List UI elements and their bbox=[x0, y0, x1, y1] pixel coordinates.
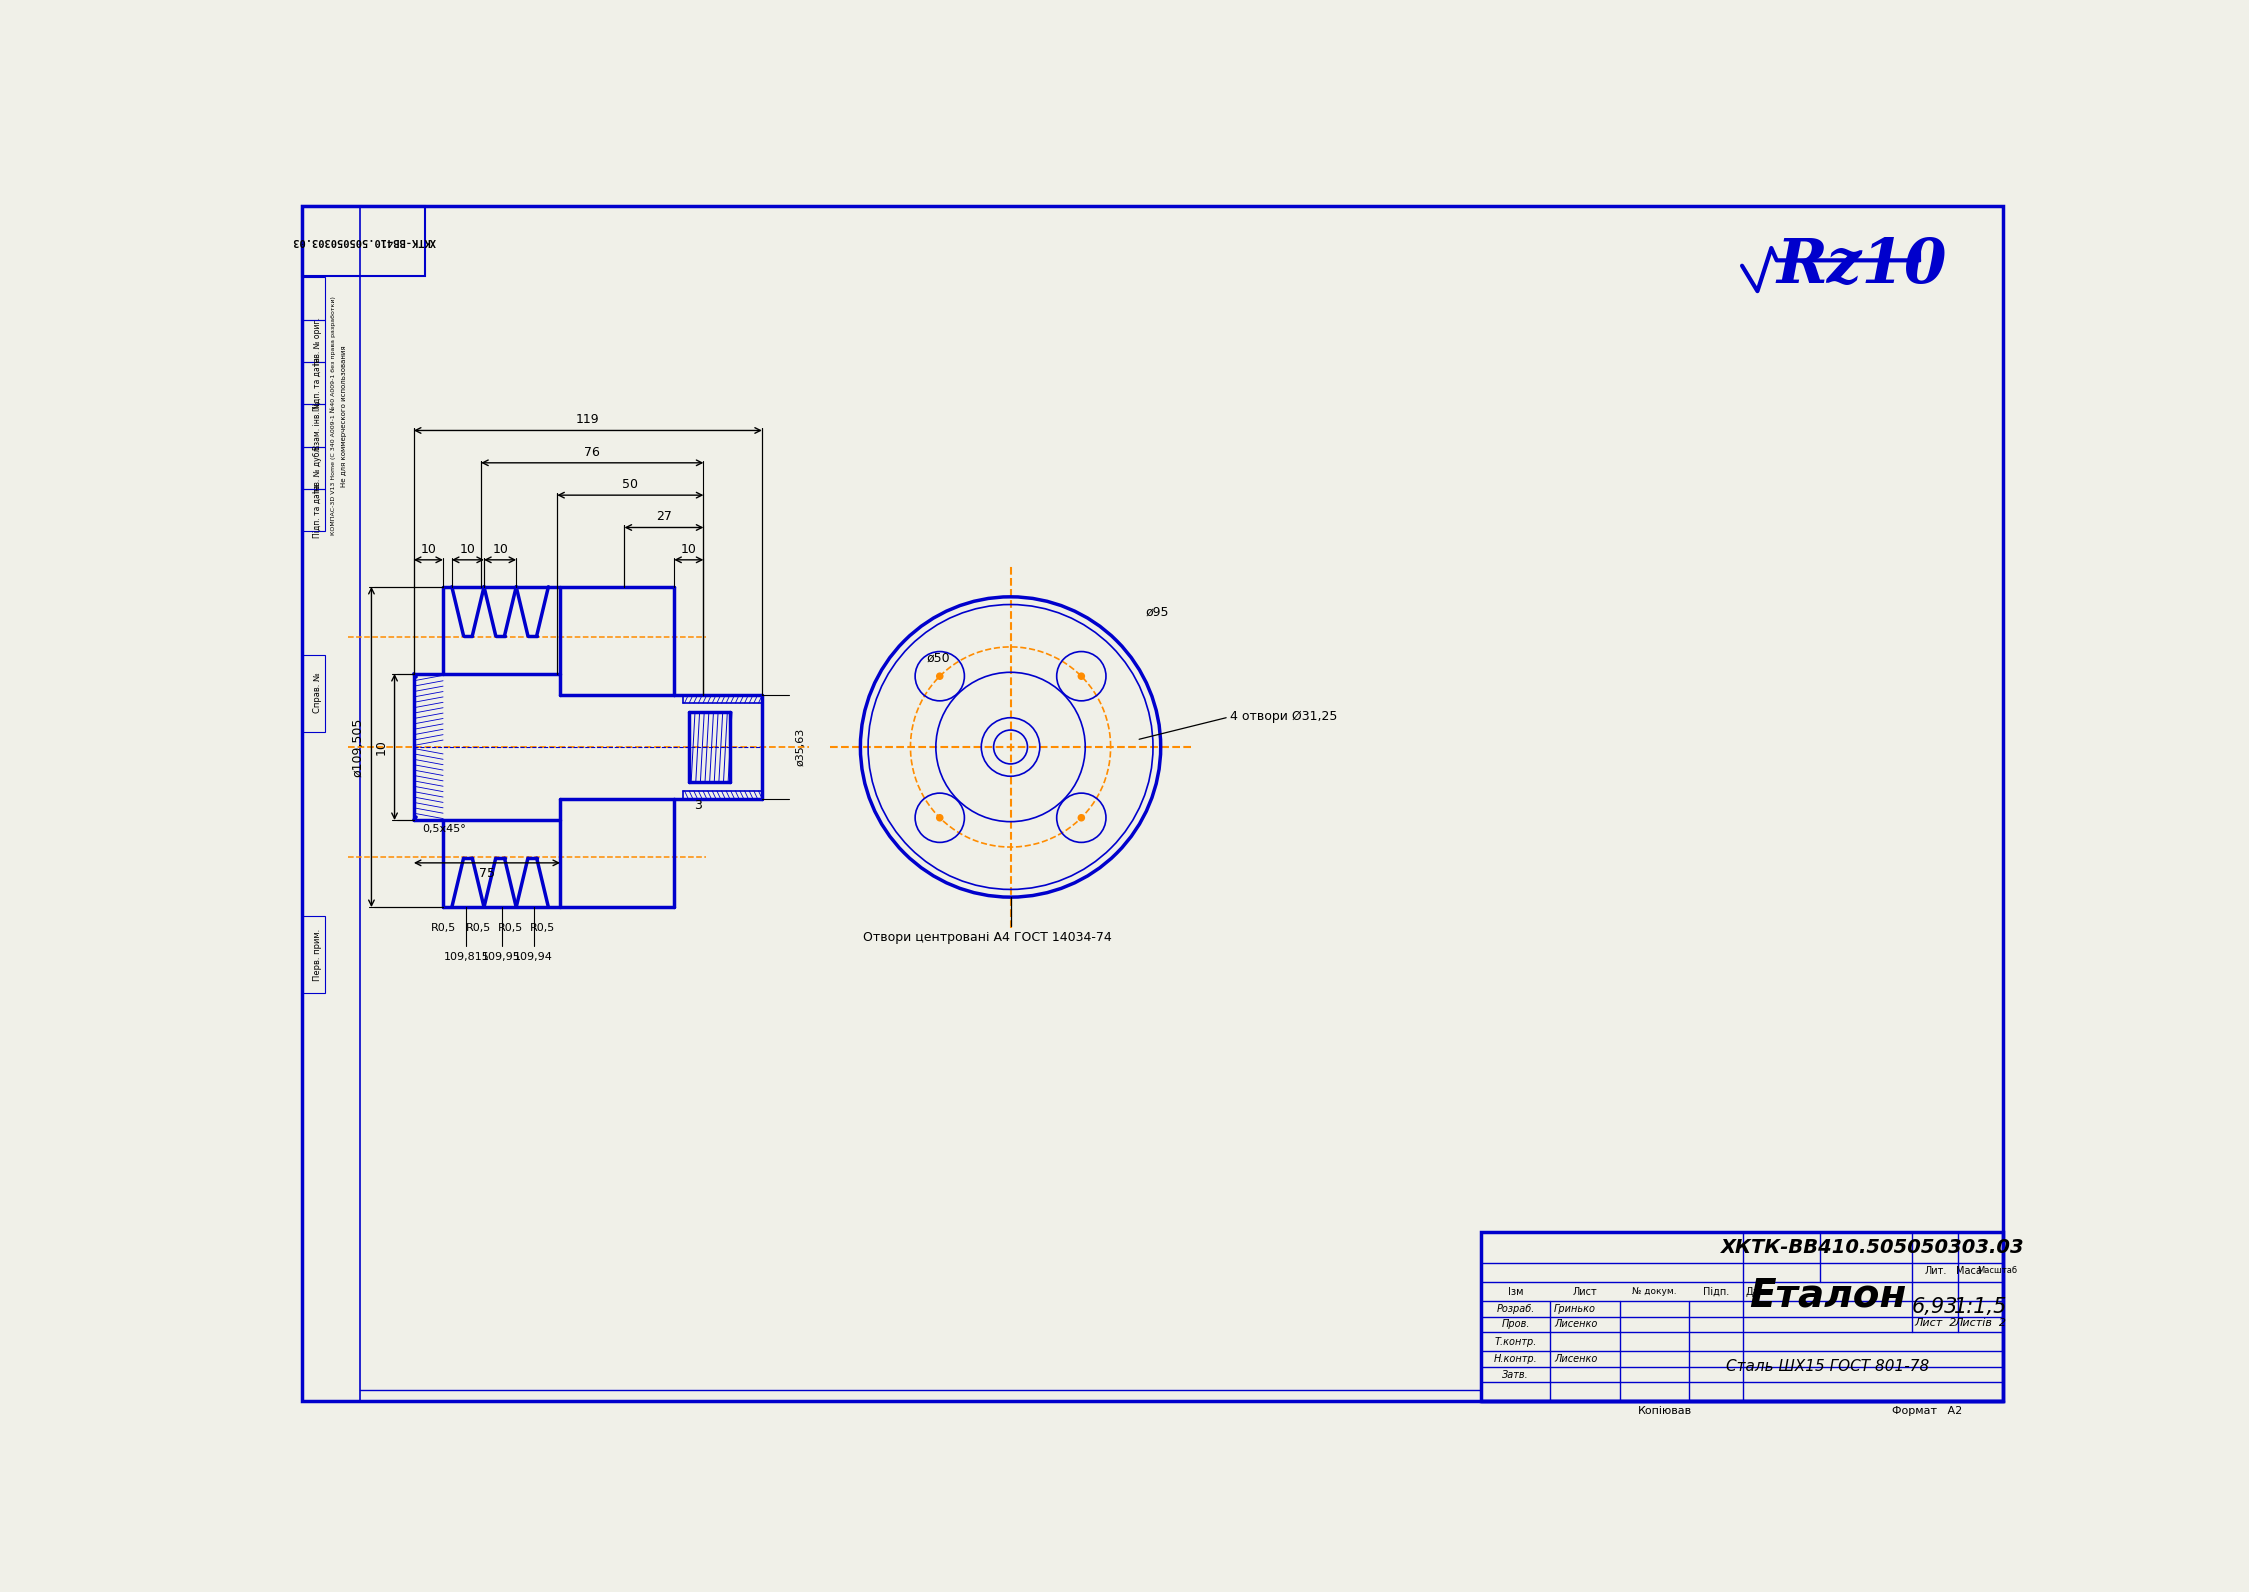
Text: Взам. інв. №: Взам. інв. № bbox=[313, 401, 322, 451]
Text: 10: 10 bbox=[493, 543, 508, 556]
Text: R0,5: R0,5 bbox=[497, 923, 524, 933]
Text: Дата: Дата bbox=[1745, 1286, 1770, 1297]
Text: ХКТК-ВВ410.505050303.03: ХКТК-ВВ410.505050303.03 bbox=[1720, 1239, 2024, 1258]
Text: ø109,505: ø109,505 bbox=[351, 718, 364, 777]
Text: 109,815: 109,815 bbox=[443, 952, 490, 962]
Text: 4 отвори Ø31,25: 4 отвори Ø31,25 bbox=[1230, 710, 1338, 723]
Text: 76: 76 bbox=[585, 446, 600, 458]
Text: R0,5: R0,5 bbox=[430, 923, 457, 933]
Text: 109,95: 109,95 bbox=[481, 952, 522, 962]
Text: Маса: Маса bbox=[1957, 1266, 1981, 1275]
Text: Інв. № ориг.: Інв. № ориг. bbox=[313, 317, 322, 365]
Text: КОМПАС-3D V13 Home (С 340 А009-1 №40 А009-1 без права разработки): КОМПАС-3D V13 Home (С 340 А009-1 №40 А00… bbox=[331, 296, 335, 535]
Text: 1:1,5: 1:1,5 bbox=[1954, 1297, 2008, 1317]
Bar bbox=[301, 917, 326, 993]
Bar bbox=[301, 489, 326, 532]
Text: Копіював: Копіював bbox=[1637, 1406, 1691, 1417]
Circle shape bbox=[936, 815, 942, 821]
Text: Лит.: Лит. bbox=[1925, 1266, 1945, 1275]
Text: Н.контр.: Н.контр. bbox=[1493, 1355, 1538, 1364]
Bar bbox=[1482, 1232, 2004, 1401]
Text: Підп. та дата: Підп. та дата bbox=[313, 357, 322, 411]
Text: Сталь ШХ15 ГОСТ 801-78: Сталь ШХ15 ГОСТ 801-78 bbox=[1725, 1360, 1930, 1374]
Text: 10: 10 bbox=[681, 543, 697, 556]
Text: Еталон: Еталон bbox=[1750, 1277, 1907, 1315]
Bar bbox=[301, 277, 326, 320]
Text: Перв. прим.: Перв. прим. bbox=[313, 928, 322, 981]
Text: Т.контр.: Т.контр. bbox=[1496, 1337, 1536, 1347]
Text: 10: 10 bbox=[461, 543, 477, 556]
Text: Лисенко: Лисенко bbox=[1554, 1320, 1597, 1329]
Text: 119: 119 bbox=[576, 414, 600, 427]
Text: 0,5x45°: 0,5x45° bbox=[423, 825, 466, 834]
Text: Отвори центровані А4 ГОСТ 14034-74: Отвори центровані А4 ГОСТ 14034-74 bbox=[864, 931, 1111, 944]
Text: ø35,63: ø35,63 bbox=[796, 728, 805, 766]
Circle shape bbox=[1077, 673, 1084, 680]
Text: Лист  2: Лист 2 bbox=[1914, 1318, 1957, 1328]
Text: Затв.: Затв. bbox=[1502, 1369, 1529, 1380]
Bar bbox=[301, 447, 326, 489]
Text: 6,93: 6,93 bbox=[1912, 1297, 1959, 1317]
Text: Не для коммерческого использования: Не для коммерческого использования bbox=[342, 345, 349, 487]
Bar bbox=[301, 404, 326, 447]
Bar bbox=[301, 361, 326, 404]
Text: ø95: ø95 bbox=[1145, 605, 1169, 619]
Text: Розраб.: Розраб. bbox=[1496, 1304, 1534, 1313]
Text: Пров.: Пров. bbox=[1502, 1320, 1529, 1329]
Text: R0,5: R0,5 bbox=[466, 923, 490, 933]
Text: ХКТК-ВВ410.505050303.03: ХКТК-ВВ410.505050303.03 bbox=[292, 236, 436, 247]
Text: Лист: Лист bbox=[1572, 1286, 1597, 1297]
Text: ø50: ø50 bbox=[927, 653, 951, 665]
Text: № докум.: № докум. bbox=[1633, 1288, 1676, 1296]
Text: 50: 50 bbox=[623, 478, 639, 490]
Text: Лисенко: Лисенко bbox=[1554, 1355, 1597, 1364]
Text: Масштаб: Масштаб bbox=[1977, 1267, 2017, 1275]
Text: Підп. та дата: Підп. та дата bbox=[313, 484, 322, 538]
Text: Гринько: Гринько bbox=[1554, 1304, 1597, 1313]
Text: Підп.: Підп. bbox=[1702, 1286, 1729, 1297]
Bar bbox=[301, 320, 326, 361]
Text: 109,94: 109,94 bbox=[515, 952, 553, 962]
Text: Інв. № дубл.: Інв. № дубл. bbox=[313, 444, 322, 492]
Bar bbox=[301, 207, 425, 275]
Text: Листів  2: Листів 2 bbox=[1954, 1318, 2006, 1328]
Text: R0,5: R0,5 bbox=[531, 923, 556, 933]
Text: 10: 10 bbox=[373, 739, 387, 755]
Text: 27: 27 bbox=[657, 509, 672, 524]
Text: Формат   А2: Формат А2 bbox=[1891, 1406, 1961, 1417]
Circle shape bbox=[936, 673, 942, 680]
Text: 10: 10 bbox=[421, 543, 436, 556]
Text: 75: 75 bbox=[479, 868, 495, 880]
Bar bbox=[301, 654, 326, 732]
Text: Rz10: Rz10 bbox=[1777, 236, 1948, 296]
Text: Справ. №: Справ. № bbox=[313, 673, 322, 713]
Text: Ізм: Ізм bbox=[1507, 1286, 1523, 1297]
Circle shape bbox=[1077, 815, 1084, 821]
Text: 3: 3 bbox=[695, 799, 702, 812]
